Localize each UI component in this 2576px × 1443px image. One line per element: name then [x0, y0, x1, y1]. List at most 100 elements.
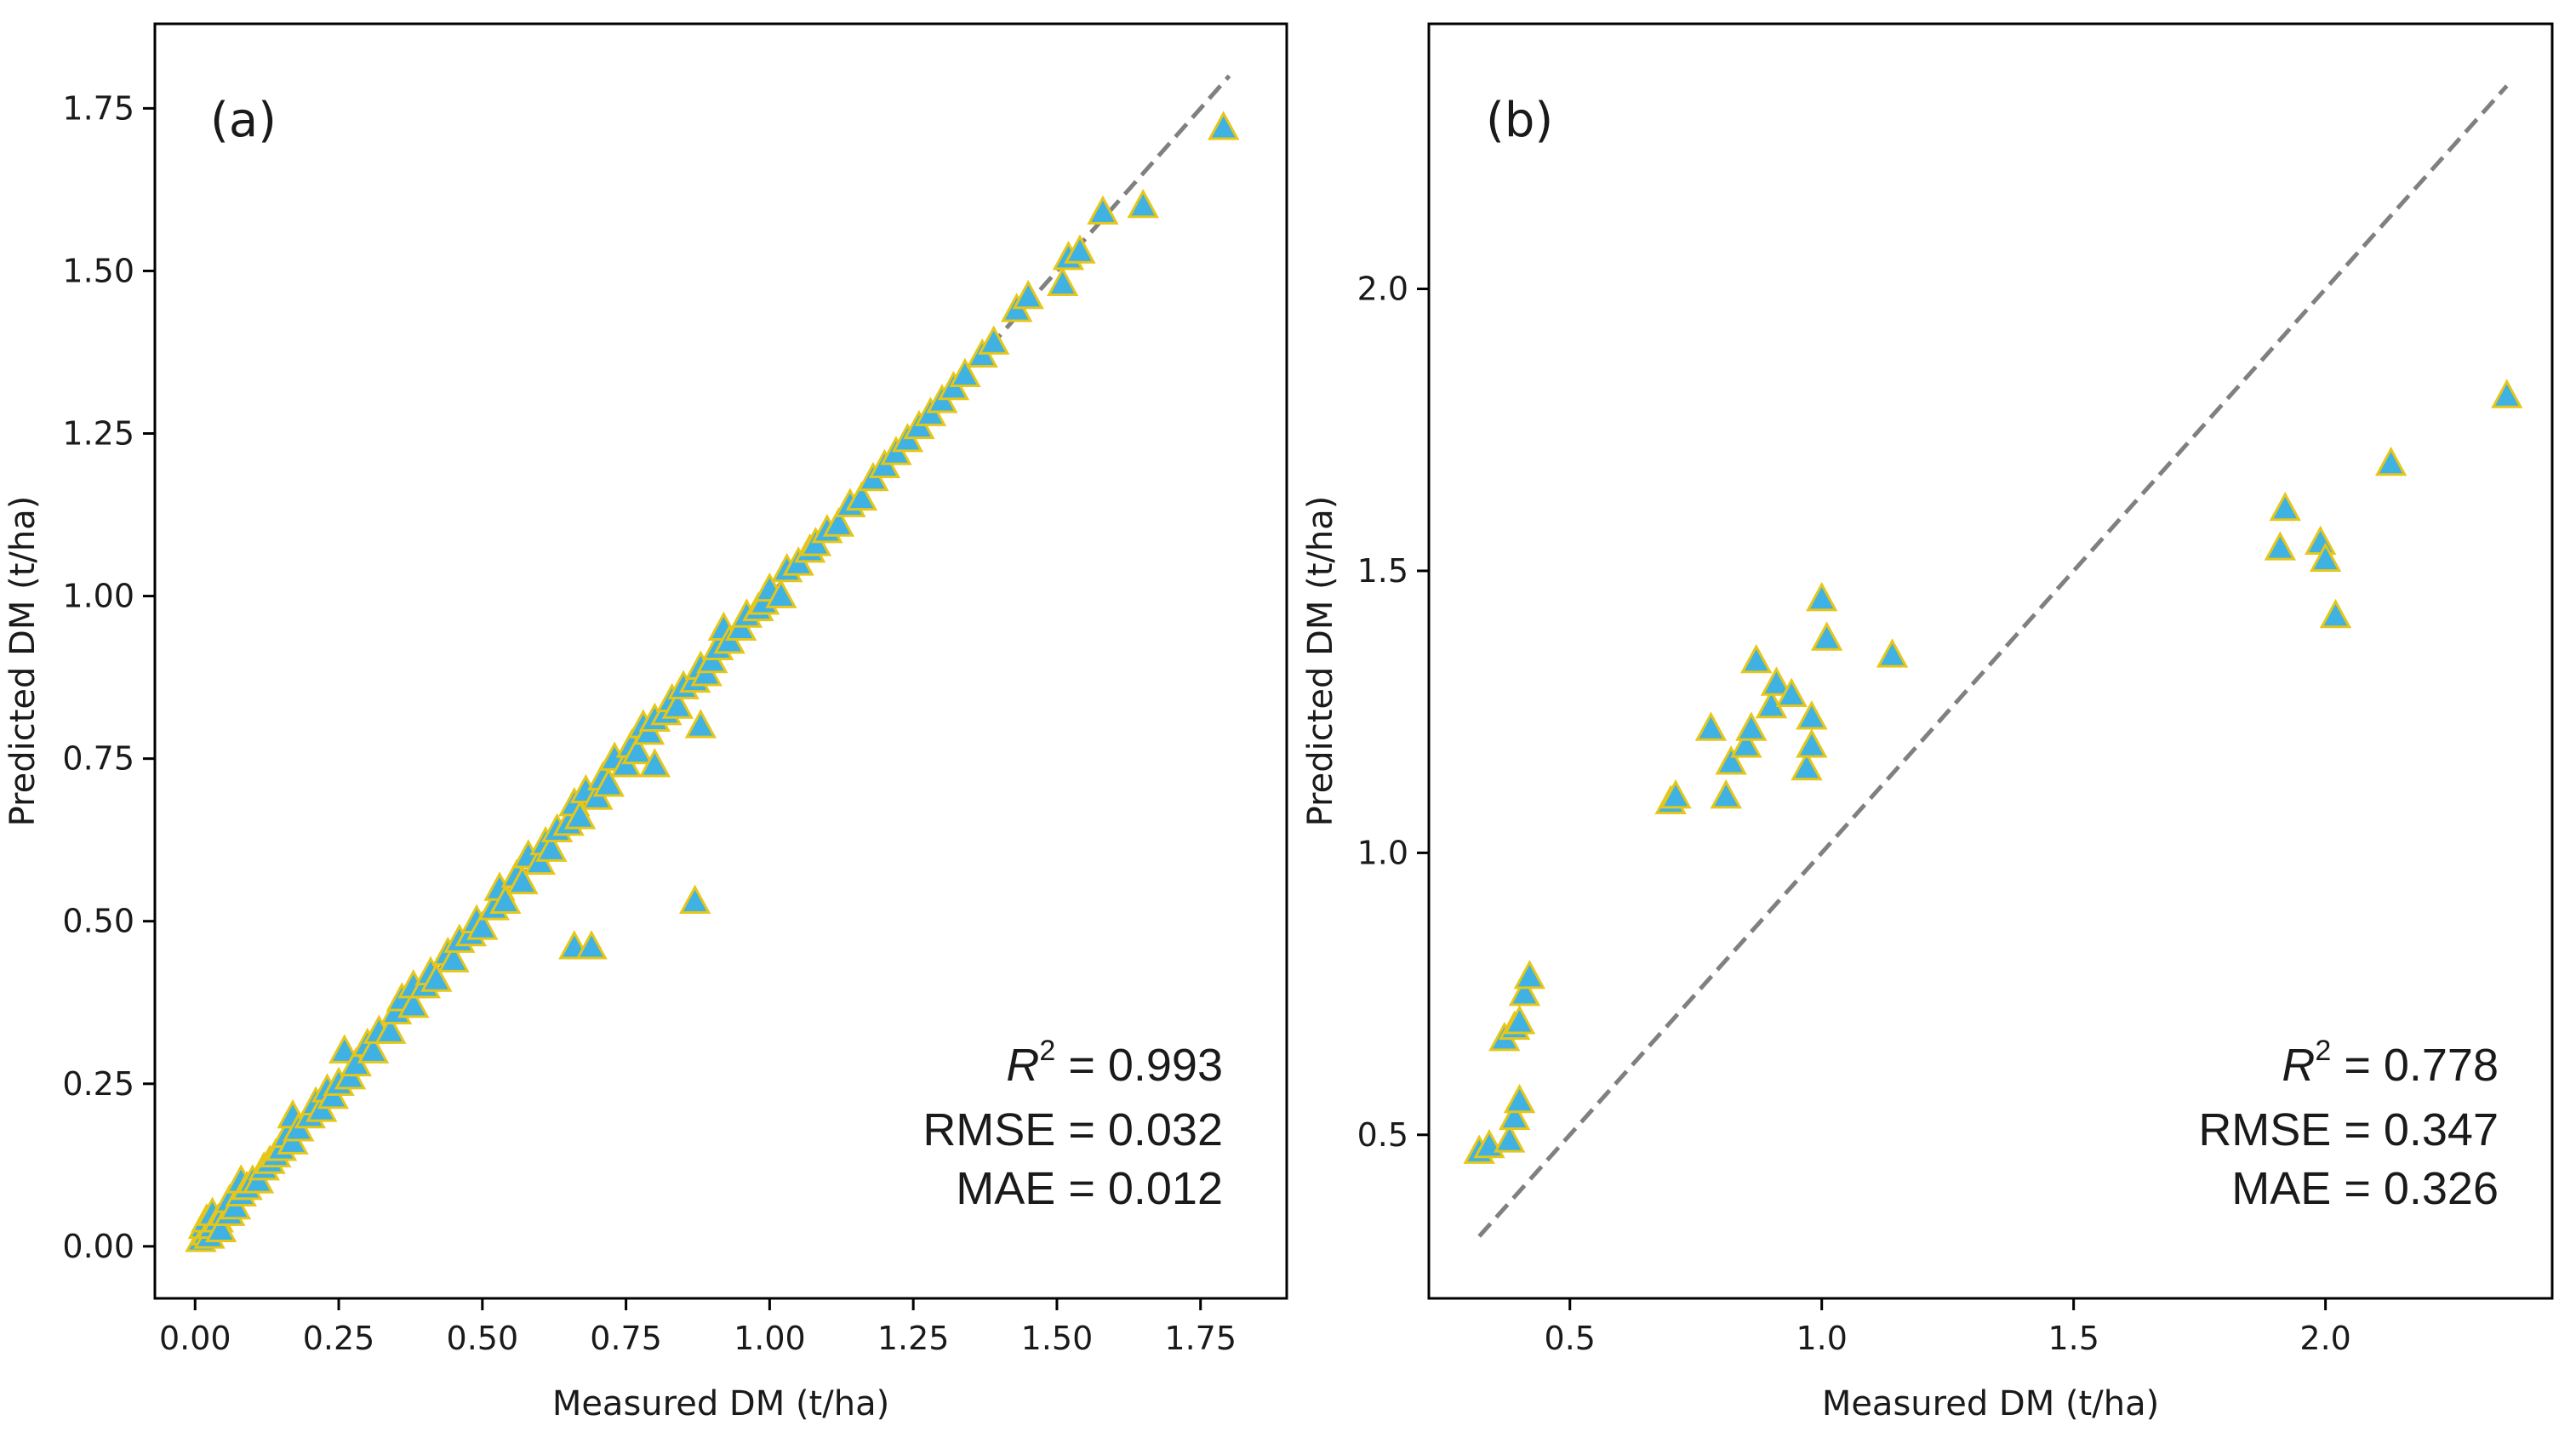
data-point	[1694, 711, 1728, 741]
data-point	[1494, 1123, 1526, 1153]
r-squared-text: R2 = 0.993	[1006, 1035, 1223, 1091]
data-point	[1775, 677, 1808, 708]
data-point	[845, 481, 878, 511]
data-point	[1735, 711, 1768, 741]
data-point	[765, 579, 797, 608]
x-tick-label: 1.50	[1021, 1320, 1094, 1357]
data-point	[1208, 111, 1240, 140]
data-point	[1127, 188, 1159, 219]
data-point	[1047, 266, 1079, 296]
data-point	[374, 1014, 407, 1044]
data-point	[506, 864, 539, 895]
data-point	[592, 767, 625, 797]
x-axis-label: Measured DM (t/ha)	[1822, 1384, 2159, 1423]
data-point	[621, 734, 654, 765]
data-point	[1715, 745, 1747, 775]
data-point	[357, 1034, 390, 1064]
data-point	[1064, 234, 1096, 264]
data-point	[684, 709, 717, 739]
data-point	[1710, 779, 1742, 809]
data-point	[397, 988, 430, 1018]
data-point	[1810, 621, 1843, 651]
x-tick-label: 2.0	[2299, 1320, 2350, 1357]
data-point	[1012, 279, 1044, 310]
data-point	[678, 884, 711, 915]
x-tick-label: 0.5	[1545, 1320, 1596, 1357]
data-point	[2374, 446, 2408, 476]
panel-label: (a)	[210, 93, 277, 148]
y-tick-label: 1.5	[1357, 552, 1408, 590]
x-tick-label: 0.00	[159, 1320, 231, 1357]
r-squared-exponent: 2	[2315, 1035, 2331, 1067]
y-tick-label: 0.25	[62, 1065, 134, 1103]
data-point	[949, 357, 981, 387]
data-point	[1503, 1083, 1536, 1114]
mae-text: MAE = 0.326	[2231, 1163, 2499, 1214]
scatter-panel-a: 0.00 0.25 0.50 0.75 1.00 1.25 1.50 1.75 0.00 0.25…	[3, 22, 1288, 1423]
r-squared-exponent: 2	[1039, 1035, 1055, 1067]
y-tick-label: 0.00	[62, 1228, 134, 1265]
y-tick-label: 0.5	[1357, 1116, 1408, 1154]
panel-label: (b)	[1486, 93, 1553, 148]
data-point	[1498, 1100, 1531, 1131]
y-axis-label: Predicted DM (t/ha)	[1301, 496, 1340, 827]
data-point	[1876, 638, 1909, 668]
r-squared-text: R2 = 0.778	[2282, 1035, 2499, 1091]
x-tick-label: 1.00	[734, 1320, 806, 1357]
data-point	[1796, 700, 1828, 730]
data-point	[2264, 531, 2297, 561]
data-point	[2319, 598, 2352, 629]
y-tick-label: 1.25	[62, 415, 134, 453]
data-point	[978, 325, 1010, 355]
y-tick-label: 1.75	[62, 89, 134, 127]
y-tick-label: 0.75	[62, 740, 134, 778]
data-point	[535, 832, 568, 862]
data-point	[489, 884, 522, 915]
r-squared-symbol: R	[2282, 1040, 2315, 1091]
data-point	[1513, 960, 1546, 990]
data-point	[575, 930, 608, 960]
data-point	[1730, 728, 1762, 758]
data-point	[1806, 581, 1838, 612]
plot-frame	[1427, 22, 2554, 1300]
data-point	[2269, 491, 2301, 522]
data-point	[1791, 750, 1823, 781]
y-axis-label: Predicted DM (t/ha)	[3, 496, 43, 827]
y-tick-label: 1.00	[62, 578, 134, 615]
x-tick-label: 1.0	[1796, 1320, 1847, 1357]
identity-line	[1477, 84, 2509, 1238]
data-point	[1508, 976, 1541, 1007]
mae-text: MAE = 0.012	[956, 1163, 1223, 1214]
x-tick-label: 1.75	[1164, 1320, 1237, 1357]
data-point	[638, 748, 671, 778]
data-point	[563, 800, 597, 830]
plot-frame	[153, 22, 1288, 1300]
data-point	[1740, 643, 1773, 674]
data-point	[822, 507, 855, 537]
x-tick-label: 0.25	[303, 1320, 375, 1357]
data-point	[466, 910, 499, 940]
x-axis-label: Measured DM (t/ha)	[552, 1384, 889, 1423]
rmse-text: RMSE = 0.032	[922, 1104, 1223, 1155]
y-tick-label: 2.0	[1357, 271, 1408, 308]
data-point	[1796, 728, 1828, 758]
y-tick-label: 0.50	[62, 903, 134, 940]
r-squared-value: = 0.993	[1055, 1040, 1223, 1091]
data-point	[437, 943, 470, 972]
scatter-panel-b: 0.5 1.0 1.5 2.0 0.5 1.0 1.5 2.0 Measured DM (t/h…	[1301, 22, 2554, 1423]
r-squared-symbol: R	[1006, 1040, 1039, 1091]
data-point	[1087, 195, 1119, 225]
data-point	[2309, 542, 2342, 572]
data-point	[661, 689, 694, 719]
data-point	[2491, 379, 2523, 408]
x-tick-label: 1.5	[2048, 1320, 2099, 1357]
data-point	[420, 962, 453, 992]
data-point	[1760, 666, 1793, 696]
y-tick-label: 1.0	[1357, 834, 1408, 871]
x-tick-label: 1.25	[877, 1320, 950, 1357]
r-squared-value: = 0.778	[2331, 1040, 2499, 1091]
x-tick-label: 0.75	[590, 1320, 662, 1357]
data-point	[1503, 1005, 1536, 1035]
y-tick-label: 1.50	[62, 252, 134, 289]
